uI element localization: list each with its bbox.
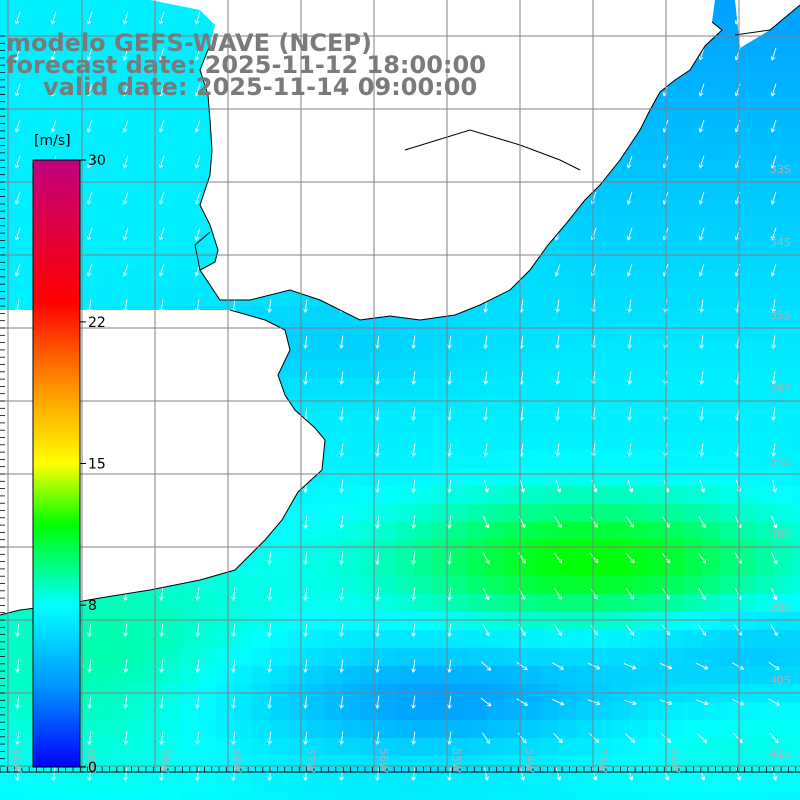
longitude-label: 61W [11, 748, 24, 773]
colorbar-tick-label: 15 [88, 457, 106, 473]
forecast-date: forecast date: 2025-11-12 18:00:00 [6, 51, 486, 79]
longitude-label: 59W [158, 748, 171, 773]
land-mass [0, 0, 800, 615]
colorbar-ticks: 30 22 15 8 0 [80, 153, 106, 776]
latitude-label: 33S [770, 163, 791, 176]
colorbar-tick-label: 30 [88, 153, 106, 169]
valid-date: valid date: 2025-11-14 09:00:00 [43, 73, 478, 101]
longitude-label: 60W [85, 748, 98, 773]
map-frame [0, 35, 800, 773]
longitude-label: 53W [596, 748, 609, 773]
lat-lon-grid [0, 0, 800, 772]
latitude-label: 34S [770, 236, 791, 249]
latitude-label: 41S [770, 747, 791, 760]
longitude-label: 54W [523, 748, 536, 773]
coastline [0, 4, 800, 616]
longitude-label: 55W [450, 748, 463, 773]
latitude-label: 36S [770, 382, 791, 395]
latitude-label: 40S [770, 674, 791, 687]
latitude-label: 35S [770, 309, 791, 322]
colorbar-unit: [m/s] [34, 133, 71, 149]
colorbar-tick-label: 0 [88, 760, 97, 776]
latitude-label: 39S [770, 601, 791, 614]
latitude-labels: 33S 34S 35S 36S 37S 38S 39S 40S 41S [770, 163, 791, 760]
colorbar-tick-label: 22 [88, 315, 106, 331]
longitude-label: 58W [231, 748, 244, 773]
colorbar [32, 159, 81, 768]
latitude-label: 37S [770, 455, 791, 468]
model-title: modelo GEFS-WAVE (NCEP) [6, 29, 372, 57]
colorbar-tick-label: 8 [88, 598, 97, 614]
longitude-label: 56W [377, 748, 390, 773]
longitude-label: 52W [669, 748, 682, 773]
latitude-label: 38S [770, 528, 791, 541]
longitude-label: 57W [304, 748, 317, 773]
longitude-labels: 61W 60W 59W 58W 57W 56W 55W 54W 53W 52W [11, 748, 682, 773]
